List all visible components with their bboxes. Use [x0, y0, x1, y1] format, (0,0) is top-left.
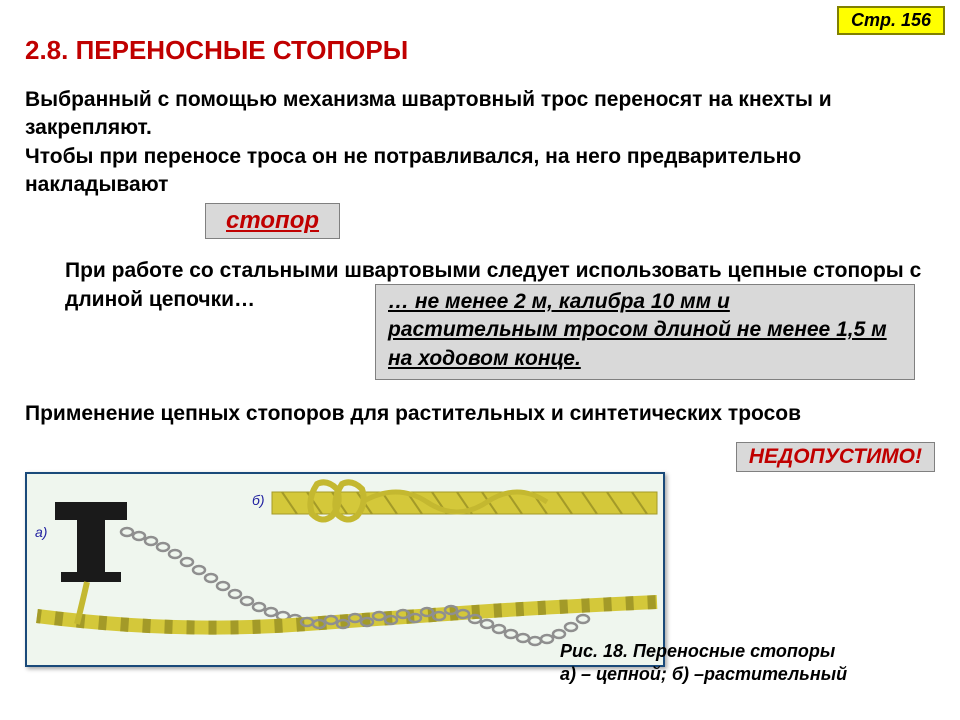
figure-label-a: а) [35, 524, 47, 540]
spec-highlight-box: … не менее 2 м, калибра 10 мм и растител… [375, 284, 915, 380]
rope-diagram-svg [27, 474, 663, 665]
caption-line2: а) – цепной; б) –растительный [560, 664, 847, 684]
section-title: 2.8. ПЕРЕНОСНЫЕ СТОПОРЫ [25, 35, 935, 66]
caption-line1: Рис. 18. Переносные стопоры [560, 641, 835, 661]
warning-paragraph: Применение цепных стопоров для раститель… [25, 402, 935, 426]
page-number-badge: Стр. 156 [837, 6, 945, 35]
figure-label-b: б) [252, 492, 265, 508]
stopor-highlight-box: стопор [205, 203, 340, 239]
forbidden-label: НЕДОПУСТИМО! [736, 442, 935, 472]
figure-18: а) б) [25, 472, 665, 667]
intro-paragraph: Выбранный с помощью механизма швартовный… [25, 86, 935, 199]
figure-caption: Рис. 18. Переносные стопоры а) – цепной;… [560, 640, 847, 687]
